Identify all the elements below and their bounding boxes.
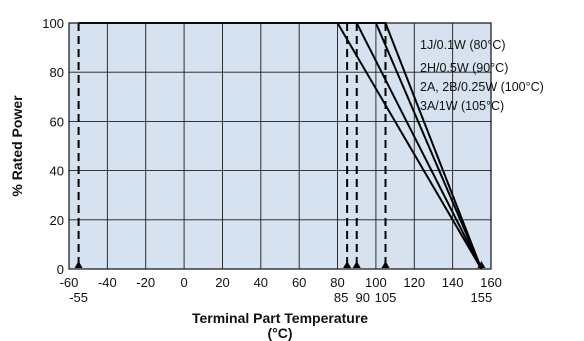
- marker-label: 85: [334, 290, 348, 305]
- plot-border: [68, 22, 492, 270]
- legend-item: 1J/0.1W (80°C): [420, 38, 506, 52]
- x-tick-labels: -60 -40 -20 0 20 40 60 80 100 120 140 160: [60, 275, 502, 290]
- x-tick-label: -40: [98, 275, 117, 290]
- y-axis-label: % Rated Power: [9, 95, 25, 197]
- marker-label: -55: [69, 290, 88, 305]
- x-tick-label: 40: [254, 275, 268, 290]
- legend-item: 3A/1W (105°C): [420, 99, 504, 113]
- y-tick-label: 20: [50, 213, 64, 228]
- y-tick-label: 40: [50, 164, 64, 179]
- x-tick-label: 60: [292, 275, 306, 290]
- marker-arrow: [477, 261, 486, 268]
- y-tick-label: 80: [50, 65, 64, 80]
- x-tick-label: -20: [136, 275, 155, 290]
- y-tick-label: 0: [57, 262, 64, 277]
- x-tick-label: 160: [480, 275, 502, 290]
- marker-arrow: [74, 261, 83, 268]
- marker-arrows: -55 85 90 105 155: [69, 261, 492, 305]
- x-tick-label: 100: [365, 275, 387, 290]
- dashed-markers: [77, 23, 387, 269]
- y-tick-label: 60: [50, 114, 64, 129]
- x-tick-label: 80: [330, 275, 344, 290]
- x-tick-label: 120: [403, 275, 425, 290]
- x-tick-label: 140: [442, 275, 464, 290]
- x-tick-label: -60: [60, 275, 79, 290]
- marker-arrow: [381, 261, 390, 268]
- marker-label: 90: [355, 290, 369, 305]
- legend-item: 2A, 2B/0.25W (100°C): [420, 80, 544, 94]
- marker-label: 105: [375, 290, 397, 305]
- legend: 1J/0.1W (80°C) 2H/0.5W (90°C) 2A, 2B/0.25W…: [420, 38, 544, 113]
- y-tick-labels: 0 20 40 60 80 100: [42, 16, 64, 277]
- marker-arrow: [343, 261, 352, 268]
- x-tick-label: 0: [180, 275, 187, 290]
- plot-background: [69, 23, 491, 269]
- marker-label: 155: [471, 290, 493, 305]
- grid-lines: [69, 23, 491, 269]
- marker-arrow: [352, 261, 361, 268]
- x-axis-label: Terminal Part Temperature: [192, 310, 368, 326]
- x-tick-label: 20: [215, 275, 229, 290]
- x-axis-unit-label: (°C): [267, 325, 292, 341]
- legend-item: 2H/0.5W (90°C): [420, 61, 508, 75]
- y-tick-label: 100: [42, 16, 64, 31]
